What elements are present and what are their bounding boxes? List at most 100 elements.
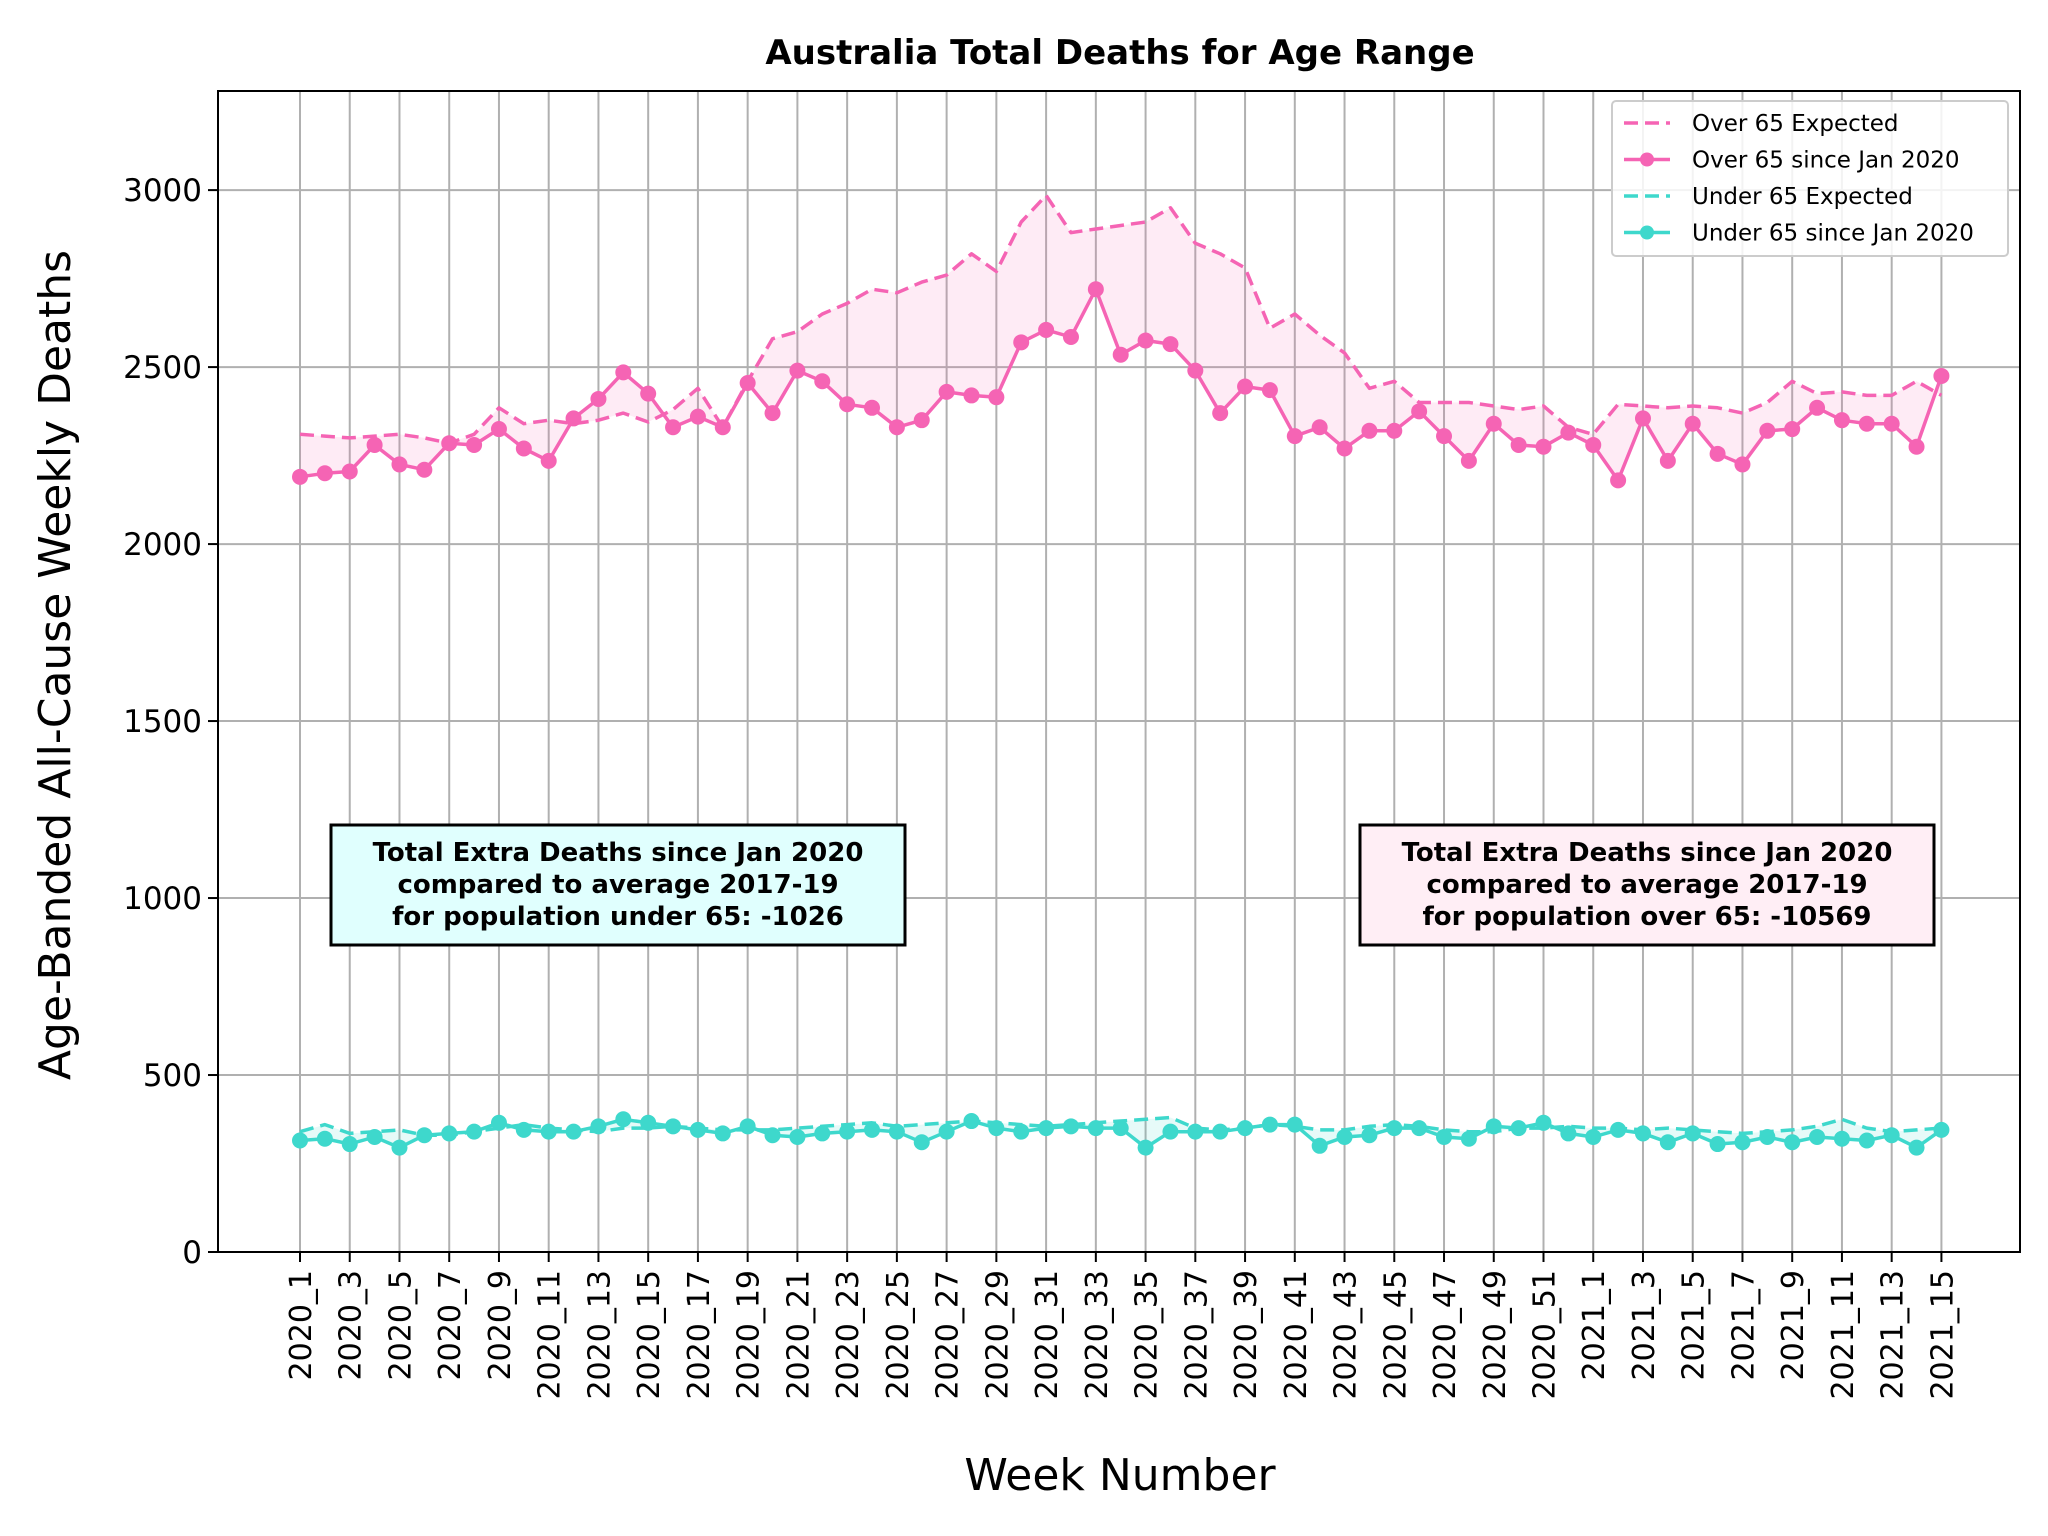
- series-3-point: [1684, 1125, 1701, 1142]
- series-3-point: [1112, 1120, 1129, 1137]
- annotation-text: compared to average 2017-19: [397, 870, 838, 900]
- series-1-point: [988, 389, 1005, 406]
- annotation-text: Total Extra Deaths since Jan 2020: [373, 838, 864, 868]
- series-3-point: [1162, 1123, 1179, 1140]
- y-tick-label: 0: [182, 1235, 202, 1271]
- series-3-point: [913, 1134, 930, 1151]
- x-tick-label: 2020_25: [881, 1270, 916, 1400]
- series-1-point: [1809, 399, 1826, 416]
- series-3-point: [1759, 1128, 1776, 1145]
- x-tick-label: 2020_21: [781, 1270, 816, 1400]
- series-1-point: [1933, 367, 1950, 384]
- series-3-point: [1386, 1120, 1403, 1137]
- legend-label: Under 65 Expected: [1692, 184, 1913, 210]
- x-tick-label: 2020_7: [433, 1270, 468, 1380]
- chart-title: Australia Total Deaths for Age Range: [765, 33, 1474, 73]
- series-3-point: [640, 1114, 657, 1131]
- y-tick-label: 2500: [123, 350, 202, 386]
- series-1-point: [714, 419, 731, 436]
- series-1-point: [441, 435, 458, 452]
- series-3-point: [1908, 1139, 1925, 1156]
- x-tick-label: 2020_51: [1528, 1270, 1563, 1400]
- series-1-point: [739, 375, 756, 392]
- series-1-point: [963, 387, 980, 404]
- legend-swatch-marker: [1640, 152, 1654, 167]
- x-tick-label: 2021_7: [1726, 1270, 1761, 1380]
- x-tick-label: 2020_41: [1279, 1270, 1314, 1400]
- series-1-point: [1038, 321, 1055, 338]
- series-1-point: [590, 390, 607, 407]
- series-3-point: [1734, 1134, 1751, 1151]
- x-tick-label: 2021_15: [1925, 1270, 1960, 1400]
- x-tick-label: 2021_11: [1826, 1270, 1861, 1400]
- legend-swatch-marker: [1640, 225, 1654, 240]
- legend-label: Over 65 since Jan 2020: [1692, 148, 1960, 174]
- y-tick-label: 2000: [123, 527, 202, 563]
- series-1-point: [1286, 428, 1303, 445]
- series-1-point: [1734, 456, 1751, 473]
- series-1-point: [416, 461, 433, 478]
- x-tick-label: 2020_9: [483, 1270, 518, 1380]
- x-tick-label: 2021_5: [1677, 1270, 1712, 1380]
- x-tick-label: 2020_5: [383, 1270, 418, 1380]
- x-tick-label: 2020_45: [1378, 1270, 1413, 1400]
- annotation-text: for population under 65: -1026: [392, 902, 844, 932]
- series-3-point: [615, 1111, 632, 1128]
- x-tick-label: 2021_3: [1627, 1270, 1662, 1380]
- x-tick-label: 2020_37: [1179, 1270, 1214, 1400]
- x-tick-label: 2020_23: [831, 1270, 866, 1400]
- series-3-point: [1659, 1134, 1676, 1151]
- series-3-point: [665, 1118, 682, 1135]
- series-3-point: [1709, 1136, 1726, 1153]
- series-3-point: [1336, 1128, 1353, 1145]
- series-1-point: [316, 465, 333, 482]
- annotation-text: Total Extra Deaths since Jan 2020: [1402, 838, 1893, 868]
- series-3-point: [1560, 1125, 1577, 1142]
- x-tick-label: 2020_31: [1030, 1270, 1065, 1400]
- series-1-point: [1237, 378, 1254, 395]
- series-3-point: [689, 1121, 706, 1138]
- series-3-point: [1237, 1120, 1254, 1137]
- series-1-point: [565, 410, 582, 427]
- series-1-point: [292, 468, 308, 485]
- series-1-point: [540, 452, 557, 469]
- series-3-point: [1535, 1114, 1552, 1131]
- series-1-point: [689, 408, 706, 425]
- series-0-line: [299, 193, 1943, 445]
- x-tick-label: 2020_39: [1229, 1270, 1264, 1400]
- series-3-point: [1510, 1120, 1527, 1137]
- annotation-box-frame: [1358, 823, 1936, 947]
- series-1-point: [1684, 415, 1701, 432]
- annotation-text: compared to average 2017-19: [1426, 870, 1867, 900]
- legend-frame: [1611, 100, 2009, 257]
- annotation-box-0: Total Extra Deaths since Jan 2020compare…: [329, 823, 907, 947]
- x-tick-label: 2020_17: [682, 1270, 717, 1400]
- series-3-point: [1784, 1134, 1801, 1151]
- y-axis-label: Age-Banded All-Cause Weekly Deaths: [30, 250, 81, 1080]
- series-3-point: [590, 1118, 607, 1135]
- series-3-point: [292, 1132, 308, 1149]
- series-1-point: [1759, 422, 1776, 439]
- series-1-point: [1709, 445, 1726, 462]
- x-axis-label: Week Number: [964, 1450, 1276, 1501]
- x-axis: 2020_1 2020_3 2020_5 2020_7 2020_9 2020_11 202…: [284, 1252, 1960, 1400]
- series-3-point: [864, 1121, 881, 1138]
- series-1-point: [1784, 421, 1801, 438]
- series-3-point: [391, 1139, 408, 1156]
- series-1-point: [1137, 332, 1154, 349]
- series-1-point: [1013, 334, 1030, 351]
- series-1-point: [1883, 415, 1900, 432]
- series-1-point: [814, 373, 831, 390]
- series-1-point: [1833, 412, 1850, 429]
- x-tick-label: 2020_27: [931, 1270, 966, 1400]
- series-1-point: [1610, 472, 1627, 489]
- series-1-point: [466, 436, 483, 453]
- annotation-boxes: Total Extra Deaths since Jan 2020compare…: [329, 823, 1936, 947]
- series-1-point: [1336, 440, 1353, 457]
- series-1-point: [1858, 415, 1875, 432]
- series-1-point: [1436, 428, 1453, 445]
- series-1-point: [1361, 422, 1378, 439]
- annotation-box-1: Total Extra Deaths since Jan 2020compare…: [1358, 823, 1936, 947]
- series-1-point: [1212, 405, 1229, 422]
- x-tick-label: 2021_1: [1577, 1270, 1612, 1380]
